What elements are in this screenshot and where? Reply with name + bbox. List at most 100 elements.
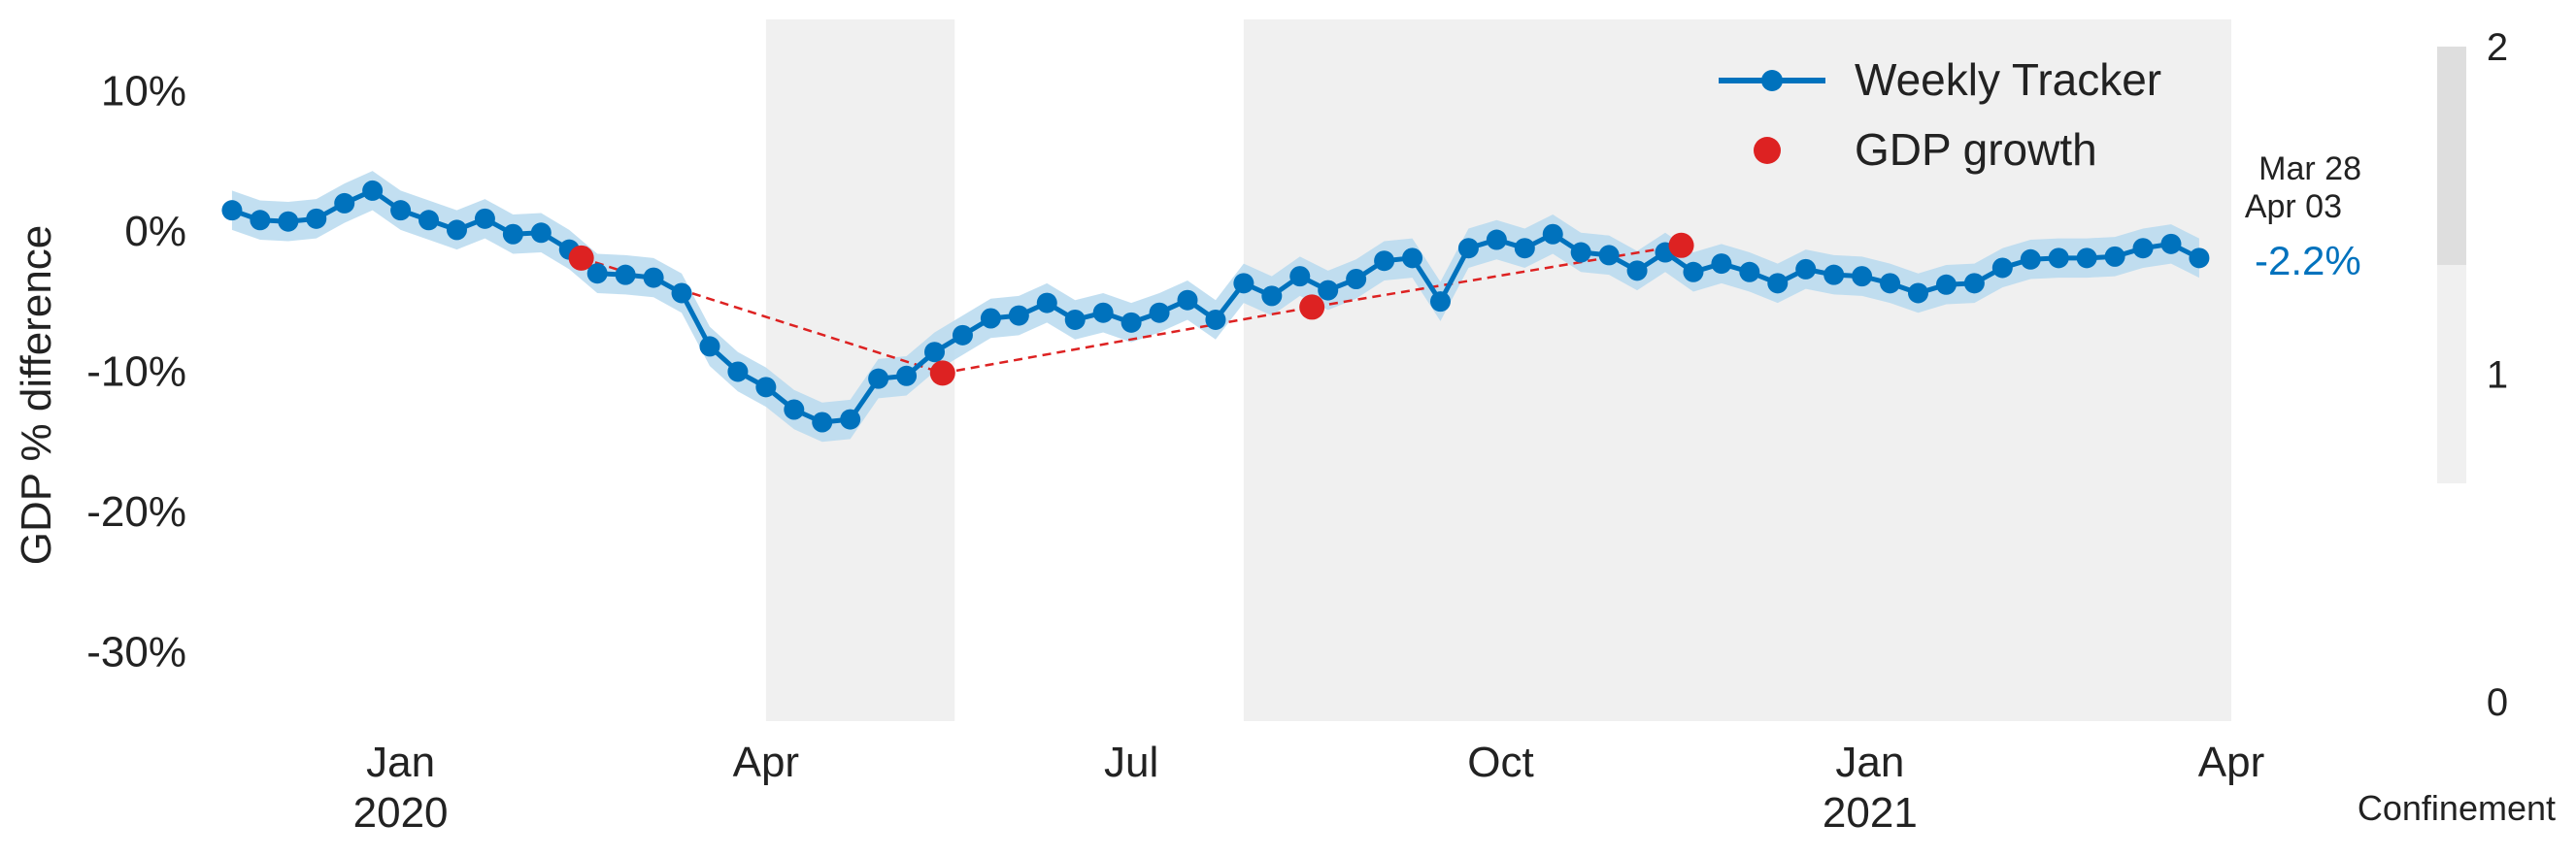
tracker-point xyxy=(2020,248,2041,270)
legend-gdp-swatch-marker xyxy=(1754,137,1781,164)
weekly-tracker-series xyxy=(221,180,2210,433)
tracker-point xyxy=(1683,261,1704,282)
tracker-point xyxy=(1064,309,1086,330)
tracker-point xyxy=(952,324,973,346)
tracker-point xyxy=(896,365,918,386)
tracker-point xyxy=(2160,233,2182,254)
y-tick-label: -20% xyxy=(86,488,186,536)
y-tick-label: -30% xyxy=(86,629,186,676)
tracker-point xyxy=(334,192,355,214)
colorbar-segment-lower xyxy=(2437,265,2466,483)
tracker-point xyxy=(1542,223,1563,245)
x-tick-label: Jan xyxy=(366,739,435,786)
tracker-point xyxy=(924,342,946,363)
gdp-point xyxy=(1299,294,1325,320)
colorbar-tick-label: 1 xyxy=(2487,354,2508,397)
tracker-point xyxy=(812,412,833,433)
gdp-point xyxy=(568,245,594,271)
legend-label-gdp-growth: GDP growth xyxy=(1855,124,2097,175)
tracker-point xyxy=(2076,247,2097,269)
tracker-point xyxy=(1823,264,1845,285)
colorbar-ticks: 2 1 0 xyxy=(2487,26,2508,724)
tracker-point xyxy=(1261,285,1283,307)
tracker-point xyxy=(1795,258,1817,280)
tracker-point xyxy=(418,210,440,231)
tracker-point xyxy=(1486,229,1507,250)
tracker-point xyxy=(643,267,664,288)
x-tick-label: Apr xyxy=(733,739,799,786)
tracker-point xyxy=(474,208,495,229)
tracker-confidence-band xyxy=(231,171,2199,443)
tracker-point xyxy=(615,264,636,285)
tracker-point xyxy=(1233,273,1255,294)
x-tick-label: Oct xyxy=(1467,739,1533,786)
y-axis-label: GDP % difference xyxy=(13,225,60,566)
tracker-point xyxy=(1767,273,1789,294)
x-tick-label: Jul xyxy=(1104,739,1158,786)
tracker-point xyxy=(1457,238,1479,259)
tracker-point xyxy=(2189,247,2210,269)
tracker-point xyxy=(671,282,692,304)
tracker-point xyxy=(755,377,777,398)
tracker-point xyxy=(1346,269,1367,290)
legend: Weekly Tracker GDP growth xyxy=(1719,54,2161,175)
x-tick-label: Jan xyxy=(1835,739,1904,786)
x-tick-year-label: 2021 xyxy=(1823,789,1918,837)
gdp-growth-series xyxy=(568,232,1694,386)
tracker-point xyxy=(221,200,243,221)
colorbar-segment-upper xyxy=(2437,47,2466,265)
confinement-shading xyxy=(765,19,2231,721)
tracker-point xyxy=(1626,260,1648,281)
tracker-point xyxy=(1402,247,1423,269)
gdp-point xyxy=(929,360,955,386)
tracker-point xyxy=(1880,273,1901,294)
tracker-point xyxy=(1514,238,1535,259)
tracker-point xyxy=(1036,292,1057,313)
tracker-point xyxy=(1429,291,1451,313)
tracker-point xyxy=(1852,266,1873,287)
tracker-point xyxy=(1205,309,1226,330)
colorbar-tick-label: 2 xyxy=(2487,26,2508,69)
colorbar-label: Confinement xyxy=(2358,788,2556,828)
tracker-point xyxy=(530,222,552,244)
tracker-point xyxy=(1739,261,1760,282)
tracker-point xyxy=(1318,280,1339,301)
y-tick-label: 0% xyxy=(124,208,186,255)
tracker-point xyxy=(1598,245,1620,266)
confinement-period-1 xyxy=(1243,19,2231,721)
tracker-point xyxy=(1711,253,1732,275)
tracker-point xyxy=(502,223,523,245)
gdp-point xyxy=(1668,232,1694,258)
y-tick-label: -10% xyxy=(86,348,186,396)
tracker-point xyxy=(1008,305,1029,326)
tracker-point xyxy=(1177,289,1198,311)
tracker-point xyxy=(1935,274,1957,295)
tracker-point xyxy=(1570,242,1591,263)
gdp-growth-dashed-line xyxy=(581,244,1682,375)
tracker-point xyxy=(1963,273,1985,294)
tracker-point xyxy=(727,361,749,382)
tracker-point xyxy=(362,180,384,201)
tracker-point xyxy=(784,399,805,420)
tracker-point xyxy=(1121,312,1142,333)
confinement-colorbar: 2 1 0 Confinement xyxy=(2358,26,2556,828)
tracker-point xyxy=(278,211,299,232)
tracker-point xyxy=(699,336,720,357)
annotation-date-line1: Mar 28 xyxy=(2258,150,2361,187)
y-tick-label: 10% xyxy=(101,67,186,115)
tracker-point xyxy=(840,409,861,430)
gdp-line xyxy=(581,244,1682,375)
tracker-point xyxy=(1149,302,1170,323)
tracker-point xyxy=(1289,266,1311,287)
tracker-point xyxy=(1907,282,1928,304)
y-axis-ticks: 10% 0% -10% -20% -30% xyxy=(86,67,186,676)
annotation-latest-value: -2.2% xyxy=(2255,238,2361,283)
legend-label-weekly-tracker: Weekly Tracker xyxy=(1855,54,2161,105)
tracker-point xyxy=(250,210,271,231)
tracker-band xyxy=(231,171,2199,443)
x-tick-label: Apr xyxy=(2198,739,2264,786)
tracker-point xyxy=(446,219,467,241)
tracker-point xyxy=(306,208,327,229)
